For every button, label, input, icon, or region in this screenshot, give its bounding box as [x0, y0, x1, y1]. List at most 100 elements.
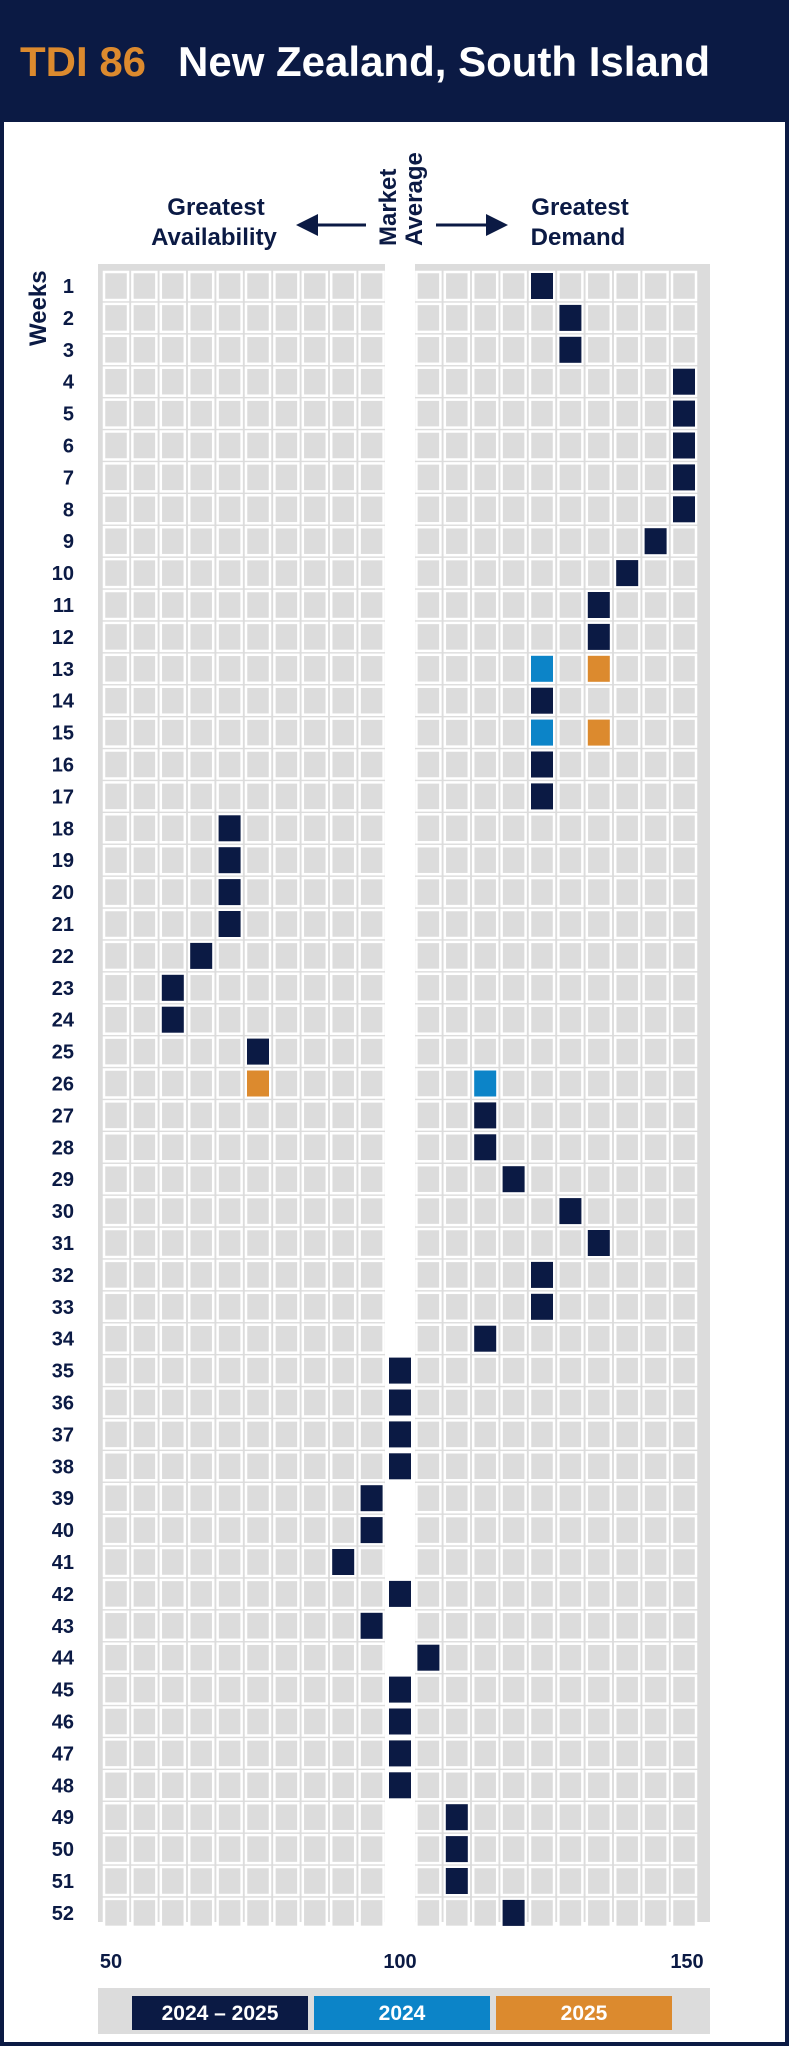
grid-cell: [415, 462, 442, 493]
data-mark: [673, 496, 695, 523]
grid-cell: [131, 1323, 158, 1354]
grid-cell: [216, 1897, 243, 1929]
grid-cell: [159, 557, 187, 589]
grid-cell: [557, 494, 584, 525]
grid-cell: [670, 1068, 698, 1099]
data-mark: [673, 400, 695, 427]
grid-cell: [131, 366, 158, 397]
week-label: 22: [52, 946, 74, 968]
week-label: 33: [52, 1297, 74, 1319]
grid-cell: [443, 1291, 471, 1323]
grid-cell: [670, 813, 698, 844]
grid-cell: [670, 1355, 698, 1386]
grid-cell: [528, 1642, 556, 1673]
grid-cell: [585, 1770, 613, 1801]
grid-cell: [415, 1610, 442, 1642]
grid-cell: [301, 334, 329, 366]
grid-cell: [301, 876, 329, 908]
grid-cell: [613, 717, 641, 748]
grid-cell: [500, 1833, 527, 1865]
grid-cell: [500, 621, 527, 653]
grid-cell: [159, 1291, 187, 1323]
grid-cell: [585, 1004, 613, 1035]
grid-cell: [159, 462, 187, 493]
grid-cell: [585, 1610, 613, 1642]
grid-cell: [244, 1865, 272, 1897]
grid-cell: [528, 589, 556, 621]
grid-cell: [613, 940, 641, 972]
grid-cell: [159, 685, 187, 716]
grid-cell: [102, 972, 130, 1004]
week-label: 34: [52, 1329, 75, 1351]
grid-cell: [415, 813, 442, 844]
grid-cell: [216, 1451, 243, 1482]
grid-cell: [273, 302, 300, 334]
data-mark: [389, 1421, 411, 1448]
grid-cell: [301, 589, 329, 621]
week-label: 20: [52, 882, 74, 904]
grid-cell: [216, 1770, 243, 1801]
grid-cell: [443, 908, 471, 940]
grid-cell: [585, 462, 613, 493]
grid-cell: [216, 1355, 243, 1386]
grid-cell: [557, 717, 584, 748]
grid-cell: [301, 1610, 329, 1642]
grid-cell: [273, 1387, 300, 1418]
grid-cell: [329, 717, 357, 748]
x-tick-label-150: 150: [670, 1951, 703, 1973]
week-label: 24: [52, 1010, 75, 1032]
grid-cell: [102, 1801, 130, 1833]
grid-cell: [500, 430, 527, 461]
grid-cell: [415, 557, 442, 589]
grid-cell: [102, 462, 130, 493]
data-mark: [559, 1198, 582, 1225]
grid-cell: [301, 270, 329, 302]
data-mark: [531, 751, 553, 778]
grid-cell: [358, 1546, 385, 1578]
grid-cell: [585, 1546, 613, 1578]
grid-cell: [273, 1291, 300, 1323]
grid-cell: [216, 1578, 243, 1610]
x-tick-label-100: 100: [383, 1951, 416, 1973]
grid-cell: [187, 1801, 215, 1833]
grid-cell: [670, 270, 698, 302]
grid-cell: [358, 525, 385, 557]
grid-cell: [159, 1514, 187, 1546]
grid-cell: [415, 749, 442, 780]
grid-cell: [329, 653, 357, 685]
grid-cell: [301, 1132, 329, 1163]
grid-cell: [585, 430, 613, 461]
grid-cell: [244, 781, 272, 812]
grid-cell: [670, 1770, 698, 1801]
grid-cell: [585, 1897, 613, 1929]
grid-cell: [471, 653, 499, 685]
grid-cell: [216, 462, 243, 493]
right-direction-label-line1: Greatest: [531, 194, 628, 221]
grid-cell: [216, 589, 243, 621]
page-title: New Zealand, South Island: [178, 38, 711, 85]
grid-cell: [131, 1674, 158, 1705]
grid-cell: [131, 749, 158, 780]
grid-cell: [613, 1833, 641, 1865]
grid-cell: [244, 398, 272, 429]
grid-cell: [102, 1355, 130, 1386]
grid-cell: [471, 781, 499, 812]
grid-cell: [471, 1578, 499, 1610]
grid-cell: [273, 1546, 300, 1578]
grid-cell: [159, 589, 187, 621]
grid-cell: [187, 1674, 215, 1705]
grid-cell: [471, 1738, 499, 1769]
data-mark: [474, 1134, 497, 1161]
grid-cell: [273, 494, 300, 525]
week-label: 25: [52, 1042, 74, 1064]
grid-cell: [557, 525, 584, 557]
grid-cell: [471, 334, 499, 366]
grid-cell: [613, 494, 641, 525]
grid-cell: [528, 813, 556, 844]
week-label: 40: [52, 1520, 74, 1542]
grid-cell: [273, 1004, 300, 1035]
grid-cell: [415, 430, 442, 461]
grid-cell: [443, 1355, 471, 1386]
grid-cell: [301, 1291, 329, 1323]
grid-cell: [443, 1419, 471, 1450]
